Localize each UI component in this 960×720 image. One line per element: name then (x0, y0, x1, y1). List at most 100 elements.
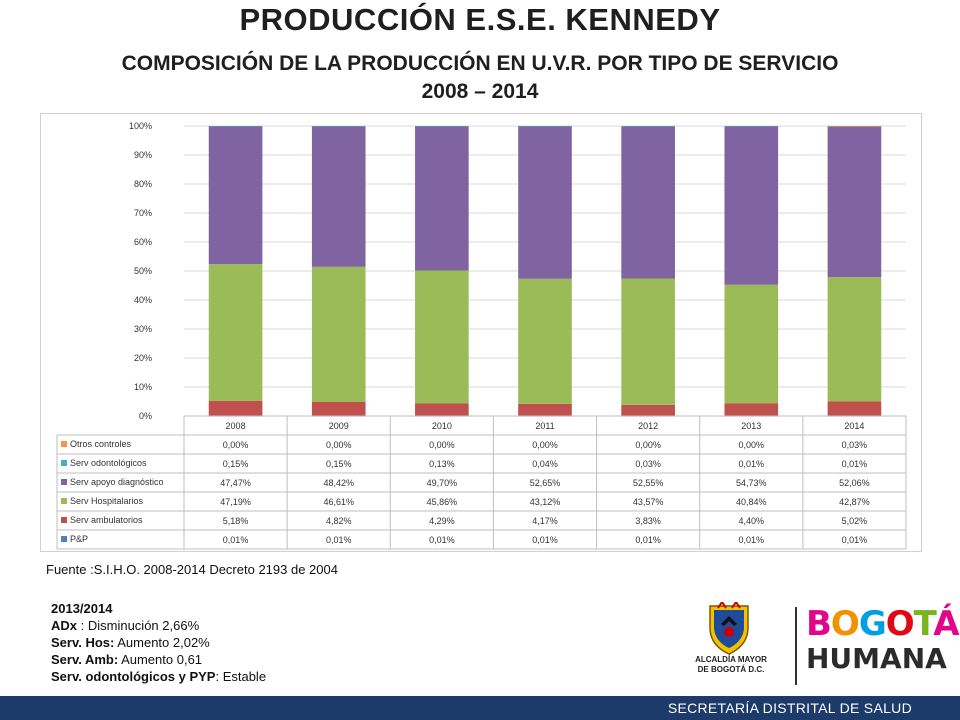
bar-segment (518, 126, 572, 279)
data-label: 4,82% (326, 516, 352, 526)
x-category-label: 2014 (844, 421, 864, 431)
bar-segment (415, 403, 469, 416)
bogota-letter: Á (933, 604, 959, 644)
data-label: 0,00% (739, 440, 765, 450)
note-text: Aumento 2,02% (114, 635, 210, 650)
data-label: 0,01% (532, 535, 558, 545)
note-text: : Disminución 2,66% (77, 618, 200, 633)
data-label: 40,84% (736, 497, 767, 507)
data-label: 0,01% (429, 535, 455, 545)
notes-heading: 2013/2014 (51, 601, 113, 616)
data-label: 0,00% (429, 440, 455, 450)
footer-text: SECRETARÍA DISTRITAL DE SALUD (667, 700, 912, 716)
series-name: Serv odontológicos (70, 458, 147, 468)
y-tick-label: 60% (134, 237, 152, 247)
data-label: 54,73% (736, 478, 767, 488)
note-label: Serv. Hos: (51, 635, 115, 650)
data-label: 43,12% (530, 497, 561, 507)
series-name: Serv apoyo diagnóstico (70, 477, 164, 487)
alcaldia-line-2: DE BOGOTÁ D.C. (697, 665, 765, 674)
note-text: Aumento 0,61 (118, 652, 203, 667)
bar-segment (415, 126, 469, 271)
bar-segment (621, 126, 675, 279)
data-label: 0,03% (635, 459, 661, 469)
data-label: 5,02% (842, 516, 868, 526)
note-item: Serv. odontológicos y PYP: Estable (51, 668, 266, 685)
data-label: 49,70% (427, 478, 458, 488)
bar-segment (311, 126, 366, 267)
data-label: 4,17% (532, 516, 558, 526)
bar-segment (208, 126, 263, 127)
legend-swatch (61, 479, 67, 485)
bar-segment (208, 126, 263, 265)
data-label: 43,57% (633, 497, 664, 507)
legend-swatch (61, 441, 67, 447)
bogota-letter: G (858, 604, 887, 644)
x-category-label: 2013 (741, 421, 761, 431)
data-label: 52,06% (839, 478, 870, 488)
note-item: ADx : Disminución 2,66% (51, 617, 266, 634)
bar-segment (208, 264, 263, 401)
bar-segment (311, 266, 366, 402)
coat-of-arms-icon (709, 602, 749, 655)
data-label: 0,15% (223, 459, 249, 469)
data-label: 0,03% (842, 440, 868, 450)
data-label: 0,01% (739, 535, 765, 545)
series-name: Serv Hospitalarios (70, 496, 144, 506)
data-label: 4,29% (429, 516, 455, 526)
x-category-label: 2012 (638, 421, 658, 431)
bar-segment (827, 277, 882, 402)
data-label: 52,65% (530, 478, 561, 488)
data-label: 3,83% (635, 516, 661, 526)
subtitle-line-2: 2008 – 2014 (421, 80, 539, 103)
footer-bar (0, 696, 960, 720)
x-category-label: 2009 (329, 421, 349, 431)
data-label: 0,00% (635, 440, 661, 450)
logo-divider (795, 607, 797, 685)
legend-swatch (61, 536, 67, 542)
note-item: Serv. Hos: Aumento 2,02% (51, 634, 266, 651)
bogota-letter: O (885, 604, 915, 644)
bogota-letter: T (913, 604, 935, 644)
humana-wordmark: HUMANA (806, 642, 947, 675)
x-category-label: 2008 (226, 421, 246, 431)
data-label: 45,86% (427, 497, 458, 507)
note-label: Serv. Amb: (51, 652, 119, 667)
y-tick-label: 50% (134, 266, 152, 276)
series-name: Serv ambulatorios (70, 515, 143, 525)
x-category-label: 2010 (432, 421, 452, 431)
bar-segment (724, 126, 779, 127)
bar-segment (724, 403, 779, 416)
data-label: 0,01% (223, 535, 249, 545)
data-label: 5,18% (223, 516, 249, 526)
data-label: 0,01% (842, 459, 868, 469)
bar-segment (621, 126, 675, 127)
data-label: 0,00% (326, 440, 352, 450)
series-name: P&P (70, 534, 88, 544)
bogota-wordmark: BOGOTÁ (806, 604, 960, 644)
slide-title: PRODUCCIÓN E.S.E. KENNEDY (239, 2, 721, 37)
alcaldia-label: ALCALDÍA MAYOR DE BOGOTÁ D.C. (681, 655, 781, 675)
y-tick-label: 10% (134, 382, 152, 392)
legend-swatch (61, 460, 67, 466)
data-label: 0,00% (223, 440, 249, 450)
bar-segment (621, 404, 675, 416)
y-tick-label: 90% (134, 150, 152, 160)
notes-block: 2013/2014 ADx : Disminución 2,66% Serv. … (51, 600, 266, 685)
data-label: 0,01% (739, 459, 765, 469)
bogota-letter: O (830, 604, 860, 644)
y-tick-label: 30% (134, 324, 152, 334)
note-label: ADx (51, 618, 78, 633)
source-note: Fuente :S.I.H.O. 2008-2014 Decreto 2193 … (46, 562, 338, 577)
legend-swatch (61, 498, 67, 504)
data-label: 46,61% (323, 497, 354, 507)
slide-subtitle: COMPOSICIÓN DE LA PRODUCCIÓN EN U.V.R. P… (0, 50, 960, 106)
bar-segment (827, 126, 882, 127)
data-label: 47,47% (220, 478, 251, 488)
data-label: 42,87% (839, 497, 870, 507)
data-label: 52,55% (633, 478, 664, 488)
data-label: 47,19% (220, 497, 251, 507)
data-label: 0,01% (842, 535, 868, 545)
stacked-bar-chart: 0% 10% 20% 30% 40% 50% 60% 70% 80% 90% 100% 2008 200… (56, 121, 907, 550)
bar-segment (311, 126, 366, 127)
